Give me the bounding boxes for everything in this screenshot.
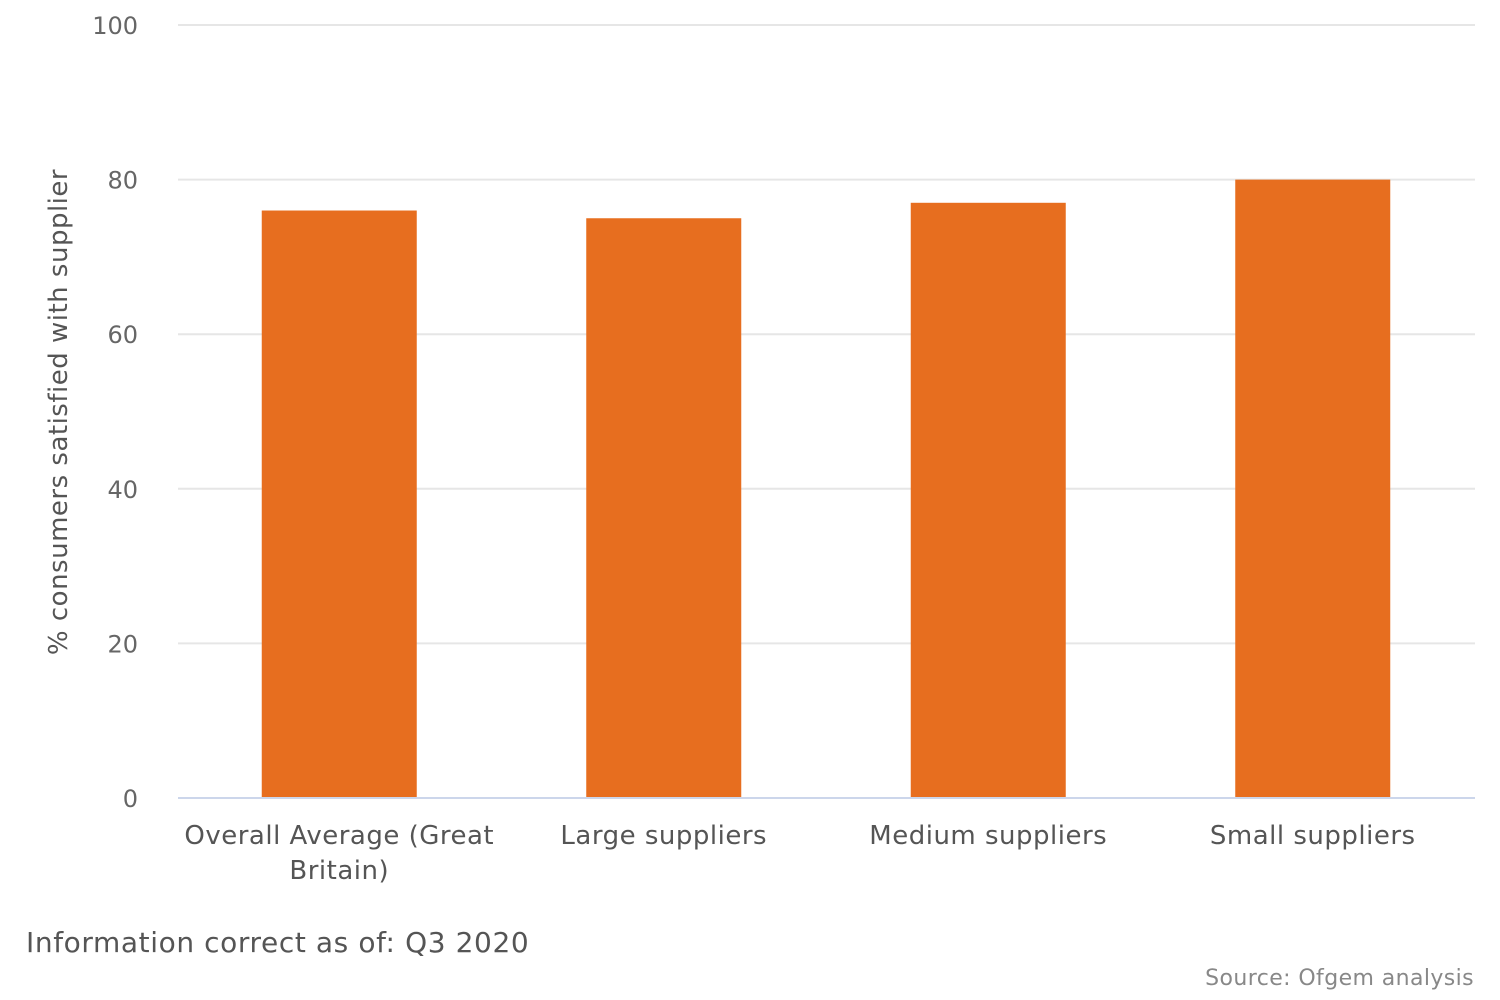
x-tick-label-line: Small suppliers <box>1210 821 1416 851</box>
y-tick-label: 40 <box>107 476 138 504</box>
x-axis-labels: Overall Average (Great Britain) Large supp… <box>184 821 1415 886</box>
x-tick-label-line: Large suppliers <box>560 821 767 851</box>
source-note: Source: Ofgem analysis <box>1205 966 1474 991</box>
bar-0[interactable] <box>261 210 417 798</box>
y-tick-label: 0 <box>123 785 138 813</box>
x-tick-label-line: Medium suppliers <box>869 821 1107 851</box>
x-tick-label: Overall Average (Great Britain) <box>184 821 494 886</box>
information-date-note: Information correct as of: Q3 2020 <box>26 926 530 959</box>
y-axis-ticks: 0 20 40 60 80 100 <box>92 12 138 813</box>
bar-3[interactable] <box>1235 179 1391 799</box>
y-tick-label: 100 <box>92 12 138 40</box>
x-tick-label: Small suppliers <box>1210 821 1416 851</box>
x-tick-label-line: Overall Average (Great <box>184 821 494 851</box>
x-tick-label: Large suppliers <box>560 821 767 851</box>
bar-1[interactable] <box>586 218 742 798</box>
bars <box>261 179 1391 799</box>
y-tick-label: 20 <box>107 630 138 658</box>
y-tick-label: 80 <box>107 167 138 195</box>
y-tick-label: 60 <box>107 321 138 349</box>
x-tick-label-line: Britain) <box>289 856 389 886</box>
bar-2[interactable] <box>910 202 1066 799</box>
x-tick-label: Medium suppliers <box>869 821 1107 851</box>
y-axis-title: % consumers satisfied with supplier <box>44 169 74 655</box>
